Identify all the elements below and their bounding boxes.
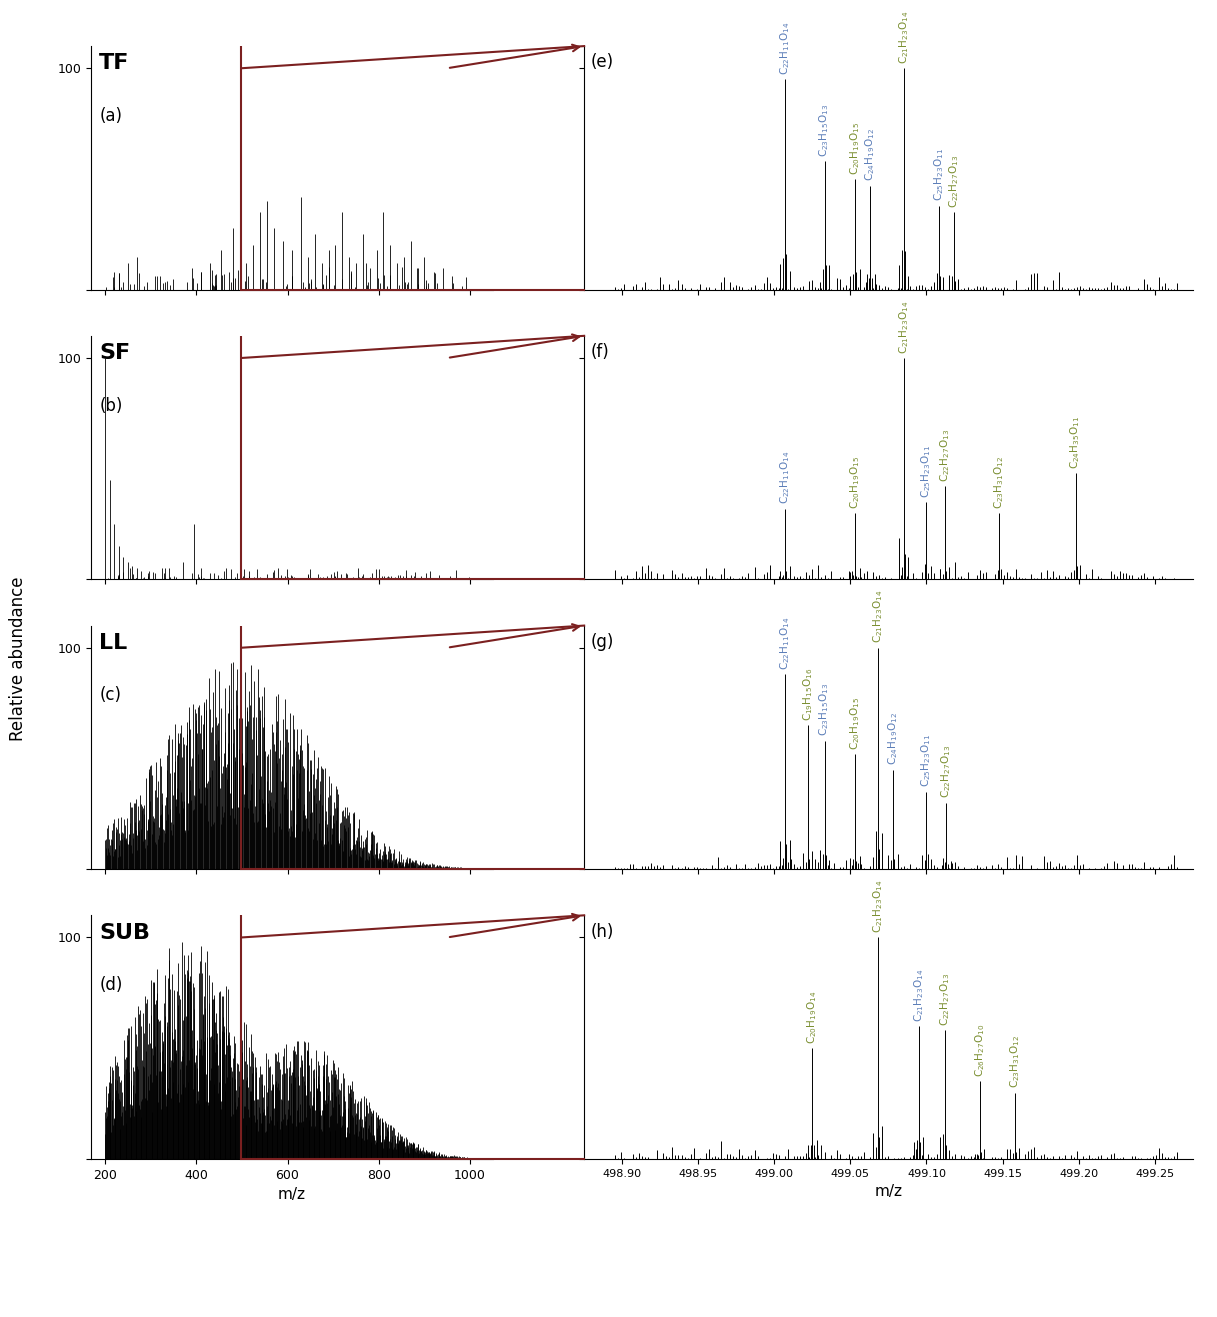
Text: (f): (f) <box>590 344 608 361</box>
Text: (d): (d) <box>100 976 123 994</box>
Text: C$_{23}$H$_{15}$O$_{13}$: C$_{23}$H$_{15}$O$_{13}$ <box>818 104 831 157</box>
Text: C$_{22}$H$_{27}$O$_{13}$: C$_{22}$H$_{27}$O$_{13}$ <box>940 745 953 798</box>
X-axis label: m/z: m/z <box>874 1184 903 1200</box>
Text: C$_{24}$H$_{19}$O$_{12}$: C$_{24}$H$_{19}$O$_{12}$ <box>886 712 899 765</box>
Text: C$_{21}$H$_{23}$O$_{14}$: C$_{21}$H$_{23}$O$_{14}$ <box>912 968 926 1022</box>
Text: C$_{20}$H$_{19}$O$_{15}$: C$_{20}$H$_{19}$O$_{15}$ <box>848 121 862 175</box>
Text: (e): (e) <box>590 54 613 71</box>
Text: C$_{22}$H$_{11}$O$_{14}$: C$_{22}$H$_{11}$O$_{14}$ <box>778 450 792 504</box>
Text: C$_{26}$H$_{27}$O$_{10}$: C$_{26}$H$_{27}$O$_{10}$ <box>972 1023 987 1077</box>
X-axis label: m/z: m/z <box>277 1187 307 1202</box>
Text: LL: LL <box>100 633 128 653</box>
Text: C$_{20}$H$_{19}$O$_{14}$: C$_{20}$H$_{19}$O$_{14}$ <box>806 990 819 1044</box>
Text: (b): (b) <box>100 396 123 415</box>
Text: C$_{22}$H$_{27}$O$_{13}$: C$_{22}$H$_{27}$O$_{13}$ <box>947 154 960 208</box>
Text: C$_{24}$H$_{19}$O$_{12}$: C$_{24}$H$_{19}$O$_{12}$ <box>863 128 877 182</box>
Text: C$_{23}$H$_{31}$O$_{12}$: C$_{23}$H$_{31}$O$_{12}$ <box>1008 1035 1021 1088</box>
Text: C$_{25}$H$_{23}$O$_{11}$: C$_{25}$H$_{23}$O$_{11}$ <box>920 734 933 788</box>
Text: (g): (g) <box>590 633 613 651</box>
Text: C$_{25}$H$_{23}$O$_{11}$: C$_{25}$H$_{23}$O$_{11}$ <box>920 444 933 498</box>
Text: C$_{23}$H$_{31}$O$_{12}$: C$_{23}$H$_{31}$O$_{12}$ <box>993 456 1006 508</box>
Text: C$_{21}$H$_{23}$O$_{14}$: C$_{21}$H$_{23}$O$_{14}$ <box>871 590 885 643</box>
Text: C$_{21}$H$_{23}$O$_{14}$: C$_{21}$H$_{23}$O$_{14}$ <box>897 11 910 63</box>
Text: C$_{19}$H$_{15}$O$_{16}$: C$_{19}$H$_{15}$O$_{16}$ <box>801 668 814 720</box>
Text: (h): (h) <box>590 923 613 940</box>
Text: SUB: SUB <box>100 923 151 943</box>
Text: C$_{24}$H$_{35}$O$_{11}$: C$_{24}$H$_{35}$O$_{11}$ <box>1069 416 1082 469</box>
Text: C$_{25}$H$_{23}$O$_{11}$: C$_{25}$H$_{23}$O$_{11}$ <box>932 148 946 202</box>
Text: C$_{21}$H$_{23}$O$_{14}$: C$_{21}$H$_{23}$O$_{14}$ <box>897 300 910 353</box>
Text: C$_{20}$H$_{19}$O$_{15}$: C$_{20}$H$_{19}$O$_{15}$ <box>848 456 862 508</box>
Text: C$_{23}$H$_{15}$O$_{13}$: C$_{23}$H$_{15}$O$_{13}$ <box>818 684 831 736</box>
Text: (a): (a) <box>100 107 122 125</box>
Text: (c): (c) <box>100 686 122 705</box>
Text: C$_{20}$H$_{19}$O$_{15}$: C$_{20}$H$_{19}$O$_{15}$ <box>848 697 862 749</box>
Text: C$_{21}$H$_{23}$O$_{14}$: C$_{21}$H$_{23}$O$_{14}$ <box>871 880 885 932</box>
Text: SF: SF <box>100 344 130 363</box>
Text: C$_{22}$H$_{27}$O$_{13}$: C$_{22}$H$_{27}$O$_{13}$ <box>938 429 952 482</box>
Text: C$_{22}$H$_{11}$O$_{14}$: C$_{22}$H$_{11}$O$_{14}$ <box>778 21 792 75</box>
Text: TF: TF <box>100 54 130 74</box>
Text: C$_{22}$H$_{27}$O$_{13}$: C$_{22}$H$_{27}$O$_{13}$ <box>938 973 952 1026</box>
Text: Relative abundance: Relative abundance <box>10 577 27 740</box>
Text: C$_{22}$H$_{11}$O$_{14}$: C$_{22}$H$_{11}$O$_{14}$ <box>778 616 792 670</box>
